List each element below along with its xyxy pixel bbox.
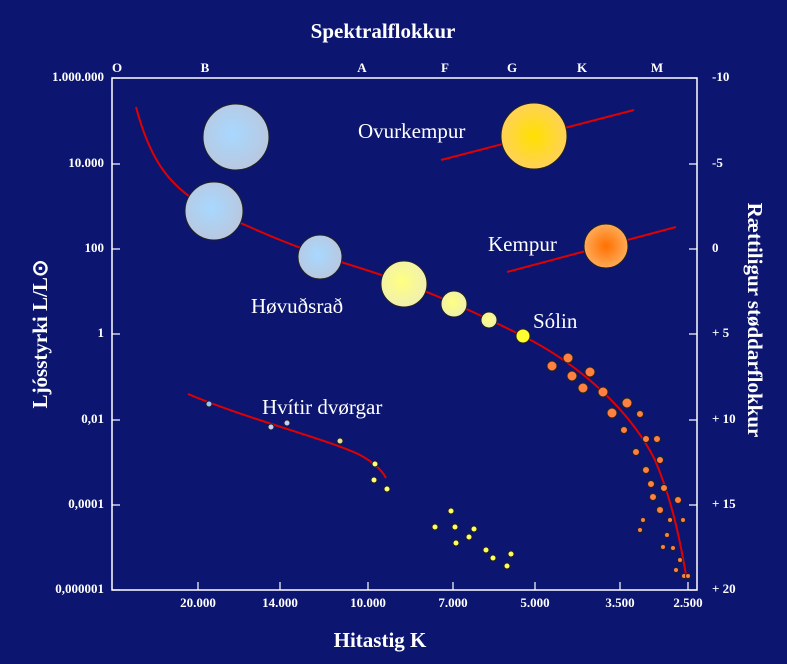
yellow-star [504,563,510,569]
red-star [675,497,682,504]
temperature-label: 7.000 [438,595,467,610]
hr-diagram: Spektralflokkur Hitastig K Ljósstyrki L/… [0,0,787,664]
luminosity-label: 1 [98,325,105,340]
red-star [671,546,676,551]
region-label: Ovurkempur [358,119,465,143]
yellow-star [508,551,514,557]
red-star [657,457,664,464]
white-dwarf [372,461,378,467]
spectral-label: M [651,60,663,75]
yellow-star [471,526,477,532]
red-star [637,411,644,418]
luminosity-label: 1.000.000 [52,69,104,84]
yellow-star [448,508,454,514]
left-title: Ljósstyrki L/L⊙ [28,260,52,409]
spectral-label: B [201,60,210,75]
star [441,291,467,317]
top-title: Spektralflokkur [311,19,456,43]
red-star [648,481,655,488]
luminosity-label: 10.000 [68,155,104,170]
spectral-label: G [507,60,517,75]
red-star [585,367,595,377]
white-dwarf [284,420,290,426]
red-star [621,427,628,434]
magnitude-label: + 10 [712,411,736,426]
star [516,329,530,343]
yellow-star [453,540,459,546]
temperature-label: 3.500 [605,595,634,610]
yellow-star [483,547,489,553]
red-star [641,518,646,523]
yellow-star [490,555,496,561]
white-dwarf [371,477,377,483]
right-title: Rættiligur støddarflokkur [743,203,767,438]
red-star [633,449,640,456]
red-star [654,436,661,443]
red-star [638,528,643,533]
star [298,235,342,279]
magnitude-label: 0 [712,240,719,255]
luminosity-label: 0,01 [81,411,104,426]
temperature-label: 10.000 [350,595,386,610]
star [481,312,497,328]
red-star [643,436,650,443]
temperature-label: 20.000 [180,595,216,610]
magnitude-label: -10 [712,69,729,84]
temperature-label: 14.000 [262,595,298,610]
star [203,104,269,170]
spectral-label: F [441,60,449,75]
red-star [643,467,650,474]
yellow-star [432,524,438,530]
red-star [665,533,670,538]
luminosity-label: 100 [85,240,105,255]
region-label: Høvuðsrað [251,294,343,318]
red-star [567,371,577,381]
magnitude-label: + 15 [712,496,736,511]
background [0,0,787,664]
red-star [622,398,632,408]
magnitude-label: + 20 [712,581,736,596]
bottom-title: Hitastig K [334,628,427,652]
red-star [607,408,617,418]
yellow-star [466,534,472,540]
white-dwarf [206,401,212,407]
temperature-label: 5.000 [520,595,549,610]
red-star [661,485,668,492]
red-star [547,361,557,371]
red-star [681,518,686,523]
white-dwarf [384,486,390,492]
red-star [563,353,573,363]
yellow-star [452,524,458,530]
red-star [674,568,679,573]
temperature-label: 2.500 [673,595,702,610]
white-dwarf [268,424,274,430]
star [584,224,628,268]
luminosity-label: 0,000001 [55,581,104,596]
magnitude-label: -5 [712,155,723,170]
white-dwarf [337,438,343,444]
red-star [678,558,683,563]
spectral-label: A [357,60,367,75]
luminosity-label: 0,0001 [68,496,104,511]
red-star [578,383,588,393]
red-star [650,494,657,501]
star [501,103,567,169]
star [381,261,427,307]
spectral-label: K [577,60,588,75]
region-label: Hvítir dvørgar [262,395,382,419]
red-star [686,574,691,579]
spectral-label: O [112,60,122,75]
region-label: Sólin [533,309,578,333]
region-label: Kempur [488,232,557,256]
red-star [657,507,664,514]
red-star [668,518,673,523]
red-star [661,545,666,550]
magnitude-label: + 5 [712,325,730,340]
star [185,182,243,240]
red-star [598,387,608,397]
